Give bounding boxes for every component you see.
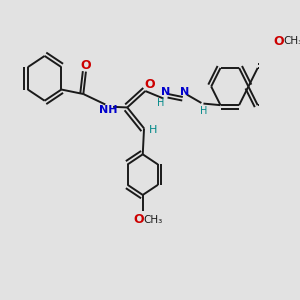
Text: O: O	[274, 34, 284, 48]
Text: O: O	[81, 58, 91, 71]
Text: CH₃: CH₃	[143, 215, 162, 225]
Text: H: H	[149, 125, 157, 135]
Text: N: N	[180, 87, 190, 97]
Text: H: H	[157, 98, 164, 108]
Text: N: N	[161, 87, 171, 97]
Text: O: O	[145, 78, 155, 91]
Text: CH₃: CH₃	[284, 36, 300, 46]
Text: H: H	[200, 106, 208, 116]
Text: O: O	[134, 213, 144, 226]
Text: NH: NH	[99, 105, 118, 115]
